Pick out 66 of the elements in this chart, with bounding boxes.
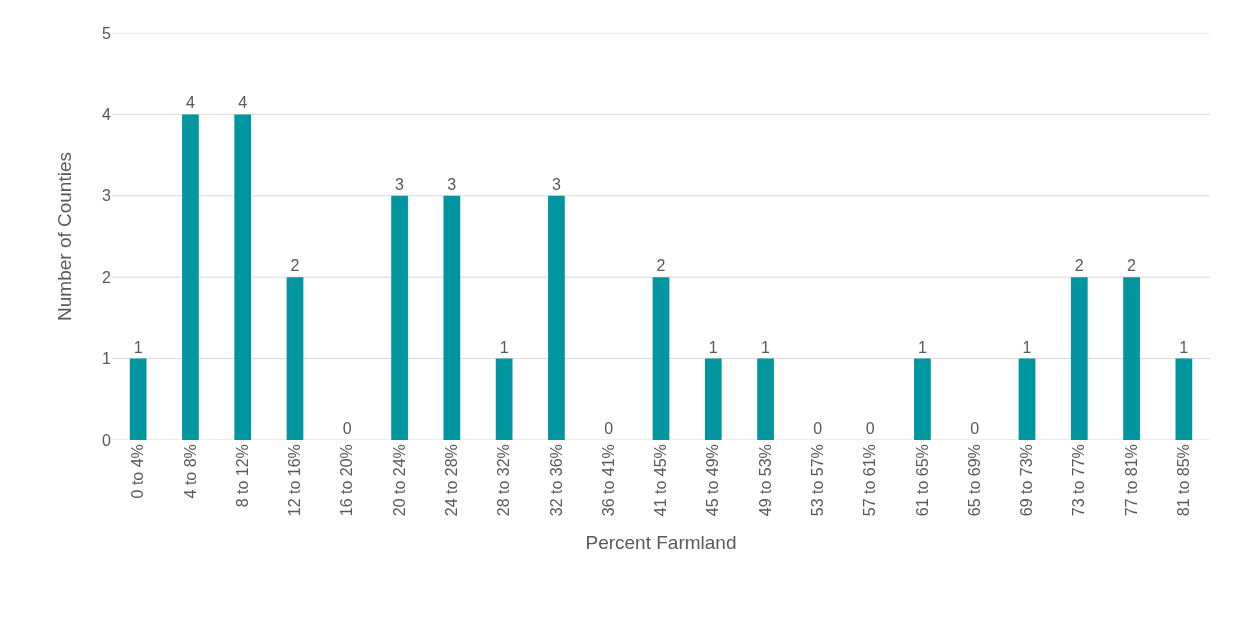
bar [1070,277,1088,440]
data-label: 3 [447,175,457,193]
x-tick-label: 81 to 85% [1175,444,1193,517]
data-label: 0 [865,420,875,437]
x-tick-label: 57 to 61% [861,444,879,517]
data-label: 1 [761,338,771,356]
x-tick-label: 73 to 77% [1070,444,1088,517]
y-tick-label: 2 [102,268,112,286]
data-label: 3 [395,175,405,193]
bar [286,277,304,440]
data-label: 2 [656,257,666,275]
bar [234,114,252,440]
bar [182,114,199,440]
x-tick-label: 8 to 12% [233,444,251,508]
x-tick-label: 53 to 57% [809,444,827,517]
x-tick-label: 4 to 8% [181,444,199,499]
data-label: 1 [133,338,143,356]
x-tick-label: 45 to 49% [704,444,722,517]
data-label: 2 [290,257,300,275]
x-tick-label: 16 to 20% [338,444,356,517]
data-label: 0 [813,420,823,437]
data-label: 0 [342,420,352,437]
bar [914,358,931,440]
y-tick-label: 3 [102,187,112,205]
y-tick-label: 1 [102,350,112,368]
x-tick-label: 61 to 65% [913,444,931,517]
x-tick-label: 32 to 36% [547,444,565,517]
data-label: 1 [1179,338,1189,356]
bar [1018,358,1036,440]
bar [443,195,461,440]
y-tick-label: 5 [102,24,112,42]
x-tick-label: 77 to 81% [1122,444,1140,517]
x-tick-label: 12 to 16% [286,444,304,517]
bar [129,358,147,440]
data-label: 1 [917,338,927,356]
bar [548,195,565,440]
x-tick-label: 24 to 28% [443,444,461,517]
bar [704,358,722,440]
x-tick-label: 20 to 24% [390,444,408,517]
bar [652,277,670,440]
data-label: 4 [238,94,248,112]
bar [1123,277,1140,440]
x-tick-label: 0 to 4% [129,444,147,499]
data-label: 1 [1022,338,1032,356]
data-label: 1 [708,338,718,356]
data-label: 0 [970,420,980,437]
data-label: 2 [1074,257,1084,275]
bar [757,358,774,440]
y-axis-title: Number of Counties [53,152,75,321]
data-label: 0 [604,420,614,437]
data-label: 2 [1127,257,1137,275]
y-tick-label: 4 [102,106,112,123]
data-label: 4 [185,94,195,112]
x-tick-label: 49 to 53% [756,444,774,517]
x-tick-label: 41 to 45% [652,444,670,517]
x-tick-label: 65 to 69% [965,444,983,517]
x-tick-label: 28 to 32% [495,444,513,517]
bar [1175,358,1193,440]
data-label: 1 [499,338,509,356]
x-tick-label: 36 to 41% [599,444,617,517]
data-label: 3 [551,175,561,193]
x-axis-title: Percent Farmland [585,532,737,554]
y-tick-label: 0 [102,431,112,449]
bar [391,195,408,440]
bar [495,358,513,440]
x-tick-label: 69 to 73% [1018,444,1036,517]
